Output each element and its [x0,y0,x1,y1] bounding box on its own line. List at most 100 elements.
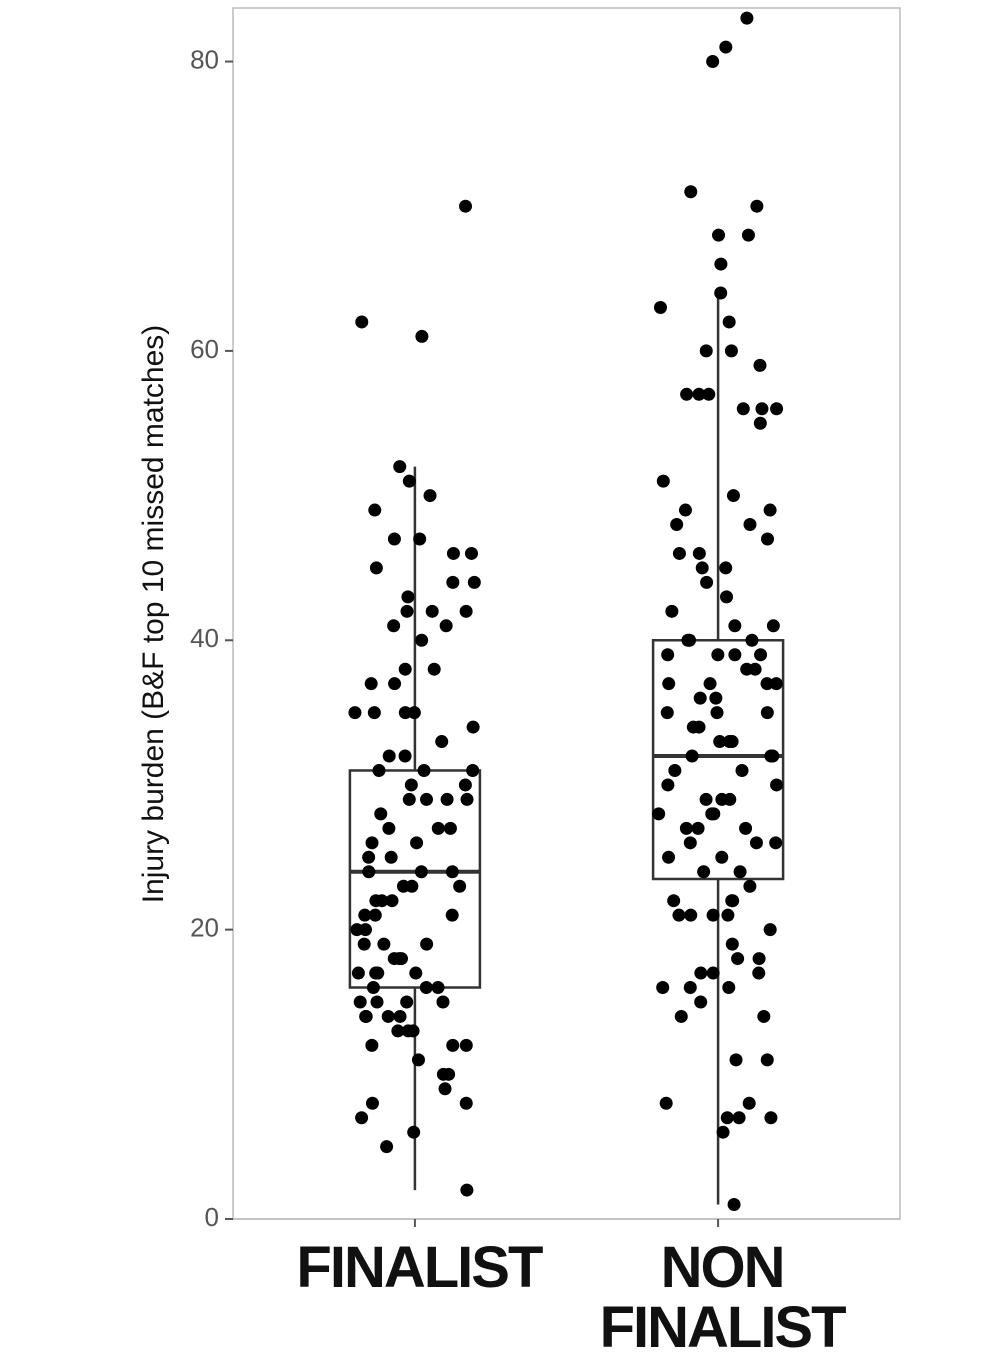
point [719,40,733,54]
point [729,1053,743,1067]
point [699,792,713,806]
point [678,503,692,517]
y-tick-label: 60 [190,334,219,364]
point [460,1183,474,1197]
point [752,952,766,966]
point [766,619,780,633]
point [411,1053,425,1067]
point [763,923,777,937]
point [672,546,686,560]
point [404,778,418,792]
point [720,1111,734,1125]
point [754,648,768,662]
x-tick-label: NON FINALIST [599,1235,847,1360]
point [446,546,460,560]
point [736,402,750,416]
point [442,1067,456,1081]
point [692,720,706,734]
point [683,981,697,995]
point [661,778,675,792]
point [393,1009,407,1023]
point [769,836,783,850]
point [715,850,729,864]
point [385,894,399,908]
point [374,807,388,821]
point [714,286,728,300]
y-tick-label: 20 [190,913,219,943]
point [446,575,460,589]
point [739,821,753,835]
point [760,706,774,720]
point [722,315,736,329]
point [732,1111,746,1125]
point [431,821,445,835]
y-tick-label: 0 [205,1202,219,1232]
point [695,561,709,575]
point [398,662,412,676]
point [719,561,733,575]
point [467,575,481,589]
panel-border [232,7,901,1220]
point [740,11,754,25]
point [656,474,670,488]
point [420,937,434,951]
point [364,677,378,691]
point [743,879,757,893]
point [439,619,453,633]
point [381,1009,395,1023]
point [367,706,381,720]
point [368,908,382,922]
point [358,923,372,937]
point [391,1024,405,1038]
point [400,995,414,1009]
point [652,807,666,821]
point [365,836,379,850]
point [743,518,757,532]
point [683,836,697,850]
point [750,199,764,213]
point [662,850,676,864]
point [694,966,708,980]
point [413,532,427,546]
point [725,937,739,951]
point [392,952,406,966]
y-tick-label: 80 [190,44,219,74]
y-axis-label: Injury burden (B&F top 10 missed matches… [137,325,170,904]
point [711,648,725,662]
point [355,1111,369,1125]
point [683,633,697,647]
point [755,402,769,416]
point [763,503,777,517]
point [369,894,383,908]
point [365,1038,379,1052]
point [402,474,416,488]
point [446,1038,460,1052]
y-tick-label: 40 [190,623,219,653]
point [419,981,433,995]
point [348,706,362,720]
point [723,792,737,806]
point [733,865,747,879]
point [436,995,450,1009]
point [423,489,437,503]
point [706,966,720,980]
point [466,763,480,777]
box [348,769,482,989]
point [693,691,707,705]
point [358,908,372,922]
point [420,792,434,806]
point [405,879,419,893]
point [357,937,371,951]
point [388,677,402,691]
point [706,908,720,922]
point [460,792,474,806]
point [365,1096,379,1110]
point [453,879,467,893]
point [407,1125,421,1139]
point [672,908,686,922]
point [351,966,365,980]
point [372,763,386,777]
point [760,1053,774,1067]
point [427,662,441,676]
